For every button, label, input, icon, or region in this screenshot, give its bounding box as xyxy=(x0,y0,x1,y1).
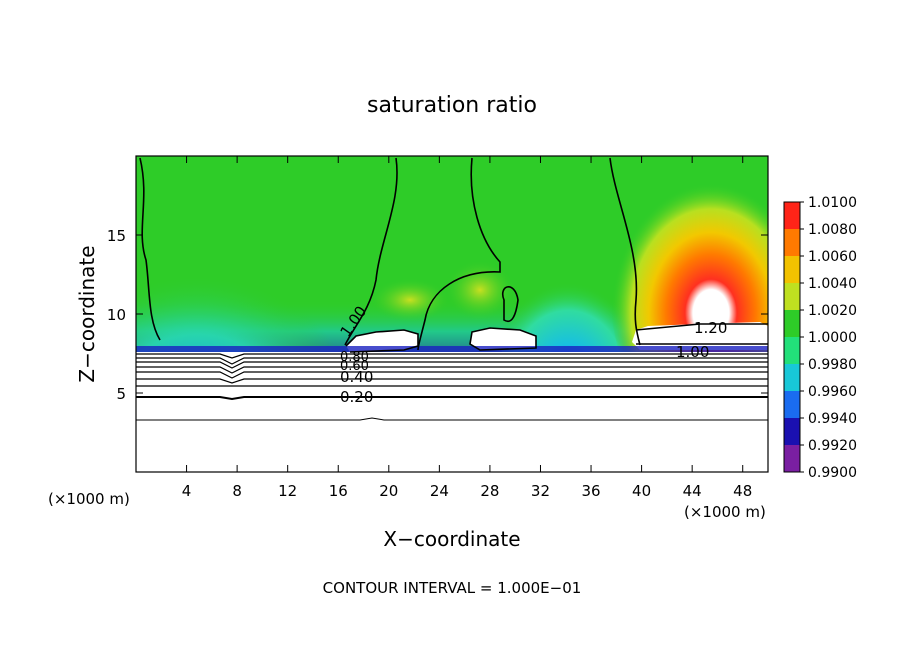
x-tick-label: 20 xyxy=(379,482,398,500)
colorbar-label: 0.9940 xyxy=(808,411,857,427)
contour-lines xyxy=(139,157,768,353)
colorbar-label: 0.9900 xyxy=(808,465,857,481)
colorbar-swatch xyxy=(784,364,800,391)
colorbar-swatch xyxy=(784,283,800,310)
x-tick-label: 12 xyxy=(278,482,297,500)
x-axis: 4 8 12 16 20 24 28 32 36 40 44 48 xyxy=(182,156,752,500)
x-axis-title: X−coordinate xyxy=(383,527,520,551)
y-tick-label: 10 xyxy=(107,306,126,324)
x-unit-left: (×1000 m) xyxy=(48,490,130,508)
colorbar-swatch xyxy=(784,256,800,283)
colorbar-label: 0.9980 xyxy=(808,357,857,373)
colorbar-swatch xyxy=(784,445,800,472)
x-tick-label: 36 xyxy=(581,482,600,500)
colorbar-swatch xyxy=(784,391,800,418)
colorbar-label: 1.0020 xyxy=(808,303,857,319)
contour-stable-layers xyxy=(136,353,768,421)
contour-label: 0.40 xyxy=(340,368,373,386)
colorbar-swatch xyxy=(784,310,800,337)
x-tick-label: 48 xyxy=(733,482,752,500)
colorbar-label: 1.0060 xyxy=(808,249,857,265)
colorbar-label: 0.9960 xyxy=(808,384,857,400)
colorbar-label: 1.0000 xyxy=(808,330,857,346)
colorbar-swatch xyxy=(784,337,800,364)
colorbar: 0.9900 0.9920 0.9940 0.9960 0.9980 1.0000 1.00… xyxy=(783,195,857,481)
x-tick-label: 8 xyxy=(232,482,242,500)
colorbar-swatch xyxy=(784,229,800,256)
x-unit-right: (×1000 m) xyxy=(684,503,766,521)
colorbar-label: 1.0040 xyxy=(808,276,857,292)
y-axis-title: Z−coordinate xyxy=(75,245,99,382)
y-tick-label: 15 xyxy=(107,227,126,245)
colorbar-swatch xyxy=(784,202,800,229)
x-tick-label: 44 xyxy=(683,482,702,500)
contour-label: 0.60 xyxy=(340,359,369,374)
y-tick-label: 5 xyxy=(116,385,126,403)
x-tick-label: 24 xyxy=(430,482,449,500)
contour-label: 0.80 xyxy=(340,350,369,365)
contour-label: 1.00 xyxy=(676,343,709,361)
plot-field xyxy=(136,156,768,472)
x-tick-label: 28 xyxy=(480,482,499,500)
colorbar-label: 1.0100 xyxy=(808,195,857,211)
x-tick-label: 4 xyxy=(182,482,192,500)
contour-interval-note: CONTOUR INTERVAL = 1.000E−01 xyxy=(323,579,582,597)
x-tick-label: 40 xyxy=(632,482,651,500)
colorbar-label: 0.9920 xyxy=(808,438,857,454)
x-tick-label: 16 xyxy=(329,482,348,500)
contour-label: 1.20 xyxy=(694,319,727,337)
contour-label: 0.20 xyxy=(340,388,373,406)
colorbar-label: 1.0080 xyxy=(808,222,857,238)
colorbar-swatch xyxy=(784,418,800,445)
x-tick-label: 32 xyxy=(531,482,550,500)
y-axis: 5 10 15 xyxy=(107,227,768,403)
chart-title: saturation ratio xyxy=(367,93,537,118)
